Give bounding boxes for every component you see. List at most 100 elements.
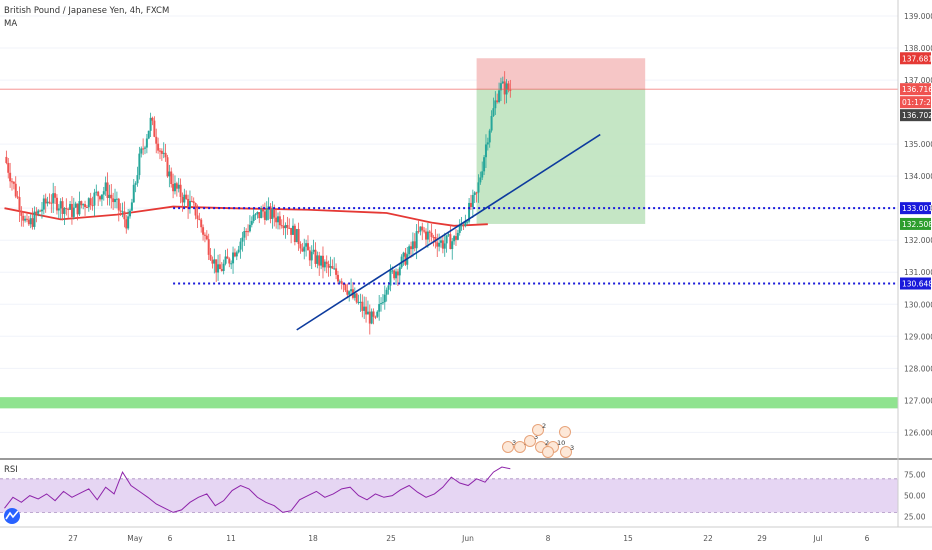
candle-body xyxy=(443,243,446,249)
event-marker xyxy=(542,446,554,458)
candle-body xyxy=(138,153,141,176)
candle-body xyxy=(27,219,30,225)
candle-body xyxy=(129,210,132,217)
candle-body xyxy=(471,195,474,207)
candle-body xyxy=(509,89,512,91)
candle-body xyxy=(215,259,218,273)
price-tag-label: 133.001 xyxy=(902,204,932,213)
candle-body xyxy=(262,209,265,212)
candle-body xyxy=(48,201,51,203)
candle-body xyxy=(95,191,98,193)
candle-body xyxy=(361,301,364,311)
candle-body xyxy=(503,81,506,95)
candle-body xyxy=(198,218,201,220)
price-tag-label: 130.648 xyxy=(902,280,932,289)
candle-body xyxy=(398,267,401,276)
price-tick-label: 138.000 xyxy=(904,44,932,53)
candle-body xyxy=(235,252,238,257)
candle-body xyxy=(194,203,197,216)
candle-body xyxy=(438,242,441,247)
price-tag xyxy=(900,96,931,109)
candle-body xyxy=(22,215,25,221)
event-marker xyxy=(559,426,571,438)
candle-body xyxy=(413,241,416,249)
candle-body xyxy=(402,252,405,257)
event-count: 3 xyxy=(534,433,538,441)
tradingview-logo xyxy=(4,508,20,524)
event-count: 3 xyxy=(512,439,516,447)
candle-body xyxy=(127,216,130,229)
candle-body xyxy=(233,252,236,257)
candle-body xyxy=(396,271,399,276)
candle-body xyxy=(134,183,137,185)
event-count: 2 xyxy=(545,439,549,447)
candle-body xyxy=(265,209,268,220)
candle-body xyxy=(82,204,85,206)
candle-body xyxy=(78,201,81,215)
candle-body xyxy=(61,201,64,214)
symbol-title: British Pound / Japanese Yen, 4h, FXCM xyxy=(4,6,170,16)
candle-body xyxy=(430,232,433,237)
time-tick-label: 27 xyxy=(68,534,78,543)
candle-body xyxy=(456,232,459,240)
event-markers[interactable]: 33322103 xyxy=(502,422,575,458)
candle-body xyxy=(108,194,111,198)
candle-body xyxy=(177,184,180,189)
price-tag xyxy=(900,83,931,96)
candle-body xyxy=(166,157,169,177)
candle-body xyxy=(87,198,90,208)
candle-body xyxy=(353,293,356,298)
ma-indicator-label[interactable]: MA xyxy=(4,19,18,29)
candle-body xyxy=(458,224,461,233)
event-count: 10 xyxy=(557,439,565,447)
candle-body xyxy=(387,285,390,290)
candle-body xyxy=(441,240,444,249)
candle-body xyxy=(67,208,70,210)
candle-body xyxy=(130,202,133,211)
candle-body xyxy=(145,138,148,148)
candle-body xyxy=(417,231,420,233)
candle-body xyxy=(70,203,73,217)
candle-body xyxy=(419,226,422,232)
candle-body xyxy=(16,196,19,198)
candle-body xyxy=(344,284,347,291)
candle-body xyxy=(112,198,115,203)
candle-body xyxy=(278,216,281,226)
candle-body xyxy=(408,246,411,255)
candle-body xyxy=(252,214,255,222)
candle-body xyxy=(65,208,68,210)
candle-body xyxy=(248,224,251,232)
candle-body xyxy=(376,311,379,317)
candle-body xyxy=(380,303,383,305)
candle-body xyxy=(479,177,482,183)
candle-body xyxy=(327,263,330,268)
candle-body xyxy=(469,202,472,207)
price-tick-label: 137.000 xyxy=(904,76,932,85)
candle-body xyxy=(481,171,484,178)
candle-body xyxy=(241,237,244,242)
event-count: 2 xyxy=(542,422,546,430)
candle-body xyxy=(295,229,298,243)
candle-body xyxy=(20,211,23,216)
trendline xyxy=(296,133,601,331)
candle-body xyxy=(247,231,250,233)
time-tick-label: 15 xyxy=(623,534,633,543)
candle-body xyxy=(136,175,139,184)
candle-body xyxy=(196,215,199,219)
candle-body xyxy=(188,200,191,209)
candle-body xyxy=(33,211,36,227)
candle-body xyxy=(263,211,266,220)
rsi-tick-label: 50.00 xyxy=(904,492,926,501)
candle-body xyxy=(162,152,165,154)
candle-body xyxy=(335,268,338,275)
candle-body xyxy=(125,219,128,229)
rsi-indicator-label[interactable]: RSI xyxy=(4,465,18,475)
candle-body xyxy=(329,266,332,268)
candle-body xyxy=(121,211,124,213)
price-tag xyxy=(900,277,931,290)
candle-body xyxy=(93,192,96,206)
candle-body xyxy=(74,203,77,208)
candle-body xyxy=(203,234,206,236)
